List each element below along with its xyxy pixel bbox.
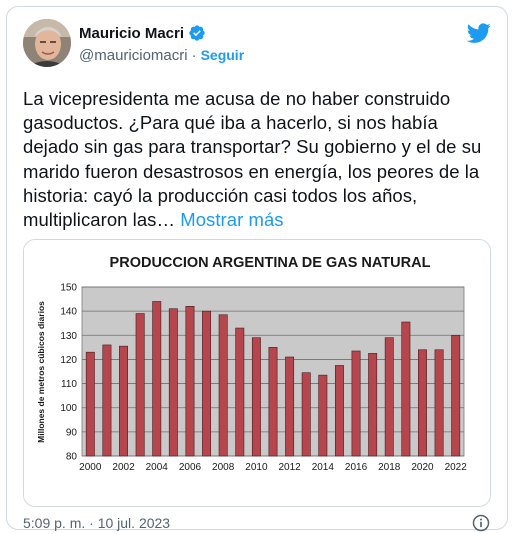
x-tick-label: 2002 bbox=[112, 462, 135, 473]
tweet-text: La vicepresidenta me acusa de no haber c… bbox=[23, 87, 493, 232]
avatar-photo-icon bbox=[23, 19, 71, 67]
y-tick-label: 80 bbox=[66, 452, 78, 463]
x-tick-label: 2010 bbox=[245, 462, 268, 473]
bar-2022 bbox=[451, 334, 461, 457]
gas-production-chart: PRODUCCION ARGENTINA DE GAS NATURAL Mill… bbox=[24, 240, 490, 506]
bar-2011 bbox=[268, 347, 278, 457]
user-handle[interactable]: @mauriciomacri bbox=[79, 46, 188, 64]
verified-badge-icon bbox=[189, 25, 205, 41]
bar-2000 bbox=[85, 351, 95, 457]
show-more-link[interactable]: Mostrar más bbox=[180, 209, 284, 231]
x-tick-label: 2008 bbox=[212, 462, 235, 473]
follow-button[interactable]: Seguir bbox=[200, 47, 245, 63]
tweet-body: La vicepresidenta me acusa de no haber c… bbox=[23, 88, 482, 231]
x-tick-label: 2006 bbox=[179, 462, 202, 473]
y-tick-label: 90 bbox=[66, 427, 78, 438]
chart-title: PRODUCCION ARGENTINA DE GAS NATURAL bbox=[110, 255, 431, 271]
avatar[interactable] bbox=[23, 19, 71, 67]
bar-2017 bbox=[368, 353, 378, 457]
x-tick-label: 2004 bbox=[146, 462, 169, 473]
y-tick-label: 150 bbox=[60, 283, 77, 294]
x-tick-label: 2012 bbox=[278, 462, 301, 473]
bar-2003 bbox=[135, 313, 145, 457]
tweet-footer: 5:09 p. m. · 10 jul. 2023 bbox=[23, 513, 491, 534]
x-tick-label: 2000 bbox=[79, 462, 102, 473]
bar-2015 bbox=[334, 365, 344, 457]
y-tick-label: 110 bbox=[61, 379, 77, 390]
tweet-header: Mauricio Macri @mauriciomacri · Seguir bbox=[23, 19, 491, 67]
y-tick-label: 100 bbox=[60, 403, 77, 414]
bar-2012 bbox=[285, 356, 295, 457]
bar-2018 bbox=[384, 337, 394, 457]
bar-2008 bbox=[218, 314, 228, 457]
bar-2019 bbox=[401, 321, 411, 457]
user-names: Mauricio Macri @mauriciomacri · Seguir bbox=[79, 23, 244, 65]
bar-2013 bbox=[301, 372, 311, 457]
bar-2010 bbox=[251, 337, 261, 457]
bar-2006 bbox=[185, 306, 195, 457]
tweet-card[interactable]: Mauricio Macri @mauriciomacri · Seguir L… bbox=[6, 6, 508, 532]
x-tick-label: 2014 bbox=[312, 462, 335, 473]
y-tick-label: 130 bbox=[60, 331, 77, 342]
bar-2007 bbox=[202, 310, 212, 457]
x-tick-label: 2016 bbox=[345, 462, 368, 473]
bar-2014 bbox=[318, 374, 328, 457]
chart-ylabel: Millones de metros cúbicos diarios bbox=[36, 301, 46, 443]
bar-2021 bbox=[434, 349, 444, 457]
twitter-bird-icon[interactable] bbox=[467, 21, 491, 45]
bar-2004 bbox=[152, 301, 162, 457]
y-tick-label: 120 bbox=[60, 355, 77, 366]
info-icon[interactable] bbox=[471, 513, 491, 533]
bar-2020 bbox=[418, 349, 427, 457]
x-tick-label: 2020 bbox=[411, 462, 434, 473]
bar-2016 bbox=[351, 350, 361, 457]
tweet-media-chart[interactable]: PRODUCCION ARGENTINA DE GAS NATURAL Mill… bbox=[23, 239, 491, 507]
separator-dot: · bbox=[191, 46, 197, 64]
bar-2005 bbox=[168, 308, 178, 457]
bar-2002 bbox=[119, 345, 128, 457]
timestamp[interactable]: 5:09 p. m. · 10 jul. 2023 bbox=[23, 515, 171, 531]
display-name[interactable]: Mauricio Macri bbox=[79, 24, 185, 42]
y-tick-label: 140 bbox=[60, 307, 77, 318]
x-tick-label: 2018 bbox=[378, 462, 401, 473]
bar-2009 bbox=[235, 327, 245, 457]
bar-2001 bbox=[102, 344, 112, 457]
x-tick-label: 2022 bbox=[445, 462, 468, 473]
